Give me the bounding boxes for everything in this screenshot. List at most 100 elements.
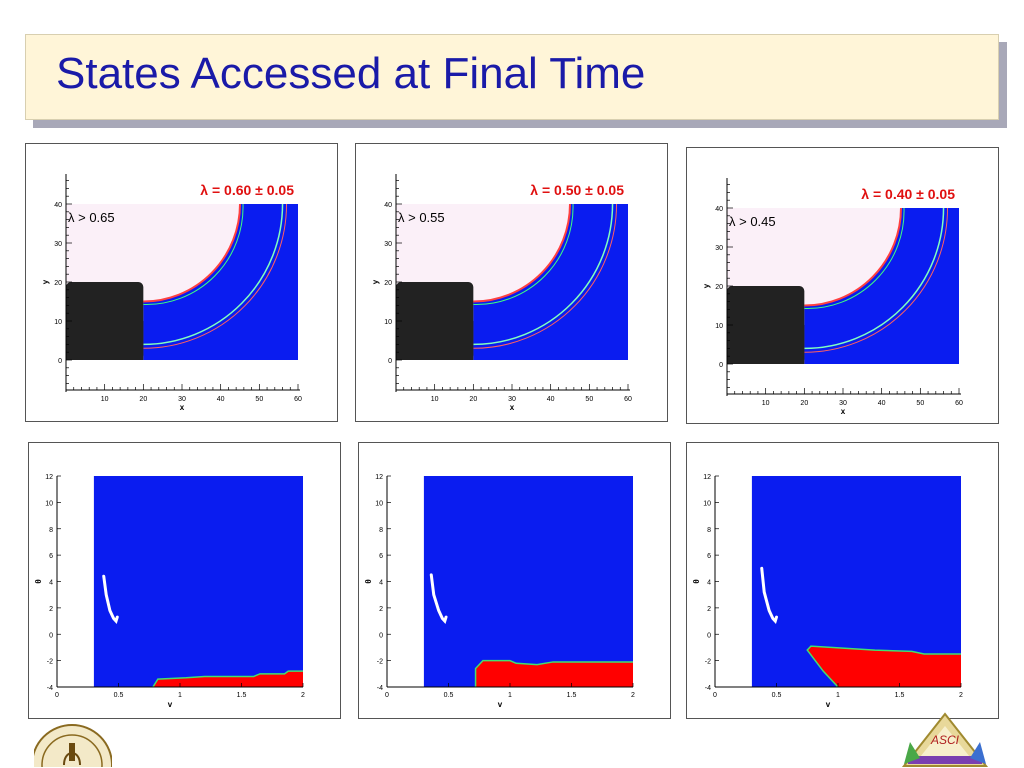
y-tick-label: 10 xyxy=(375,500,383,507)
y-tick-label: 0 xyxy=(388,358,392,365)
x-tick-label: 0.5 xyxy=(772,692,782,699)
trajectory-curve xyxy=(102,574,119,624)
x-tick-label: 20 xyxy=(800,400,808,407)
x-tick-label: 0 xyxy=(385,692,389,699)
y-tick-label: -2 xyxy=(705,659,711,666)
chart-panel-4: -4 -2 0 2 4 6 8 10 12 0 0.5 1 1.5 2 v θ xyxy=(28,442,341,719)
y-axis-label: y xyxy=(41,279,50,284)
asci-alliance-logo: ASCI xyxy=(901,712,989,767)
accessed-region xyxy=(423,476,633,687)
y-tick-label: 8 xyxy=(707,527,711,534)
x-axis-label: x xyxy=(841,407,846,416)
x-tick-label: 20 xyxy=(469,396,477,403)
outer-contour xyxy=(804,207,945,350)
x-tick-label: 0.5 xyxy=(444,692,454,699)
y-axis-label: θ xyxy=(34,579,43,583)
inner-contour xyxy=(804,207,902,307)
obstacle-base xyxy=(66,321,144,360)
x-axis-label: v xyxy=(168,700,173,709)
y-axis-label: θ xyxy=(364,579,373,583)
y-axis-label: y xyxy=(702,283,711,288)
svg-text:ASCI: ASCI xyxy=(930,733,960,747)
inner-contour xyxy=(473,203,571,303)
x-tick-label: 0.5 xyxy=(114,692,124,699)
red-region xyxy=(475,660,633,687)
y-tick-label: 4 xyxy=(49,580,53,587)
trajectory-curve xyxy=(760,566,778,624)
x-tick-label: 50 xyxy=(916,400,924,407)
chart-panel-5: -4 -2 0 2 4 6 8 10 12 0 0.5 1 1.5 2 v θ xyxy=(358,442,671,719)
inner-contour-green xyxy=(473,203,574,306)
x-axis-label: v xyxy=(826,700,831,709)
chart-panel-3: 0 10 20 30 40 10 20 30 40 50 60 x y λ = 0.40 ± 0.05 λ … xyxy=(686,147,999,424)
x-tick-label: 0 xyxy=(55,692,59,699)
x-tick-label: 50 xyxy=(585,396,593,403)
y-tick-label: 20 xyxy=(54,280,62,287)
y-tick-label: 4 xyxy=(379,580,383,587)
chart-1: 0 10 20 30 40 10 20 30 40 50 60 x y λ = 0.60 ± 0.05 λ … xyxy=(41,174,302,412)
y-tick-label: 40 xyxy=(384,202,392,209)
chart-panel-1: 0 10 20 30 40 10 20 30 40 50 60 x y λ = 0.60 ± 0.05 λ … xyxy=(25,143,338,422)
y-tick-label: 0 xyxy=(707,632,711,639)
y-tick-label: 20 xyxy=(384,280,392,287)
y-tick-label: 2 xyxy=(707,606,711,613)
y-tick-label: 30 xyxy=(384,241,392,248)
accessed-region xyxy=(93,476,304,687)
x-tick-label: 10 xyxy=(101,396,109,403)
lambda-title: λ = 0.60 ± 0.05 xyxy=(200,182,294,198)
slide-title: States Accessed at Final Time xyxy=(56,49,646,98)
x-tick-label: 1 xyxy=(508,692,512,699)
x-tick-label: 30 xyxy=(178,396,186,403)
y-tick-label: 30 xyxy=(54,241,62,248)
outer-contour-red xyxy=(143,203,288,349)
lambda-annotation: λ > 0.45 xyxy=(729,214,776,229)
x-tick-label: 40 xyxy=(878,400,886,407)
title-banner: States Accessed at Final Time xyxy=(25,34,999,120)
y-tick-label: 4 xyxy=(707,580,711,587)
y-tick-label: 0 xyxy=(49,632,53,639)
chart-3: 0 10 20 30 40 10 20 30 40 50 60 x y λ = 0.40 ± 0.05 λ … xyxy=(702,178,963,416)
chart-2: 0 10 20 30 40 10 20 30 40 50 60 x y λ = 0.50 ± 0.05 λ … xyxy=(371,174,632,412)
red-region-boundary xyxy=(152,670,303,688)
outer-contour-red xyxy=(804,207,949,353)
x-axis-label: x xyxy=(510,403,515,412)
y-tick-label: 30 xyxy=(715,245,723,252)
y-tick-label: -2 xyxy=(47,659,53,666)
outer-contour xyxy=(473,203,614,346)
accessed-region xyxy=(473,204,628,360)
inner-contour-green xyxy=(804,207,905,310)
inner-contour-green xyxy=(143,203,244,306)
x-tick-label: 50 xyxy=(255,396,263,403)
x-tick-label: 40 xyxy=(547,396,555,403)
lambda-title: λ = 0.40 ± 0.05 xyxy=(861,186,955,202)
y-tick-label: 20 xyxy=(715,284,723,291)
outer-contour-red xyxy=(473,203,618,349)
y-tick-label: 12 xyxy=(45,474,53,481)
y-tick-label: 2 xyxy=(379,606,383,613)
accessed-region xyxy=(143,204,298,360)
x-tick-label: 60 xyxy=(294,396,302,403)
y-tick-label: 0 xyxy=(379,632,383,639)
x-tick-label: 2 xyxy=(959,692,963,699)
chart-panel-6: -4 -2 0 2 4 6 8 10 12 0 0.5 1 1.5 2 v θ xyxy=(686,442,999,719)
y-tick-label: 0 xyxy=(58,358,62,365)
outer-contour xyxy=(143,203,284,346)
y-tick-label: -4 xyxy=(377,685,383,692)
x-tick-label: 1 xyxy=(836,692,840,699)
y-tick-label: 2 xyxy=(49,606,53,613)
trajectory-curve xyxy=(429,573,448,624)
x-tick-label: 30 xyxy=(508,396,516,403)
y-tick-label: 6 xyxy=(707,553,711,560)
y-tick-label: 6 xyxy=(49,553,53,560)
y-tick-label: 8 xyxy=(49,527,53,534)
x-tick-label: 30 xyxy=(839,400,847,407)
y-tick-label: 6 xyxy=(379,553,383,560)
red-region xyxy=(152,671,303,687)
y-tick-label: 10 xyxy=(54,319,62,326)
x-tick-label: 20 xyxy=(139,396,147,403)
y-tick-label: 40 xyxy=(54,202,62,209)
lambda-title: λ = 0.50 ± 0.05 xyxy=(530,182,624,198)
red-region-boundary xyxy=(806,645,961,688)
y-tick-label: 0 xyxy=(719,362,723,369)
chart-4: -4 -2 0 2 4 6 8 10 12 0 0.5 1 1.5 2 v θ xyxy=(34,474,305,709)
